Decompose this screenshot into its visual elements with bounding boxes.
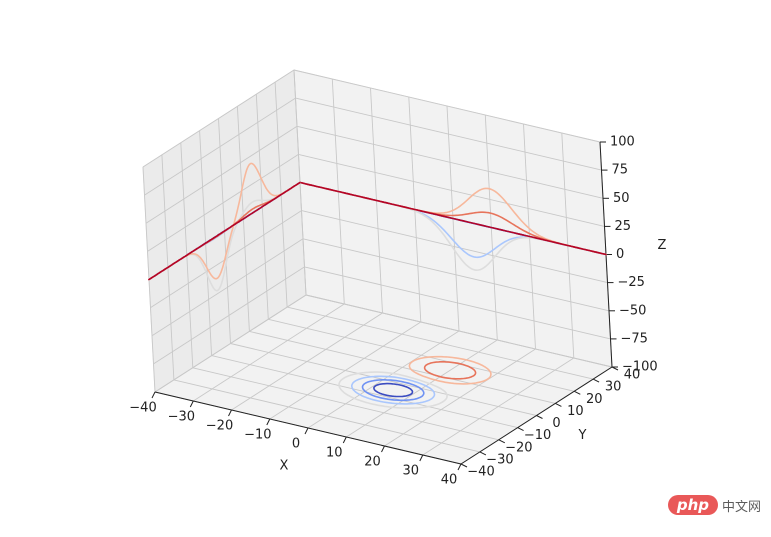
y-tick-label: −10 [524,428,551,443]
x-wall-projections [148,162,301,292]
back-wall-projection [299,181,607,256]
gridline [298,153,605,227]
x-tick-mark [342,436,347,444]
axis-labels: X Y Z [280,238,667,474]
gridline [173,379,481,453]
gridline [150,210,302,308]
x-tick-mark [266,418,271,426]
gridline [142,69,295,168]
left-wall-projection [148,181,301,281]
z-tick-label: 75 [612,163,629,178]
gridline [153,266,305,365]
tick-labels: −40−30−20−10010203040−40−30−20−100102030… [129,135,657,488]
y-axis-label: Y [578,428,587,443]
z-tick-label: 50 [613,191,630,206]
gridline [302,238,610,312]
x-tick-mark [189,400,194,408]
gridline [286,306,594,380]
z-axis-label: Z [658,238,667,253]
gridline [295,97,602,171]
x-tick-label: −40 [129,401,156,416]
watermark: php 中文网 [667,495,761,515]
y-tick-label: −30 [486,452,513,467]
y-tick-label: 40 [624,368,641,383]
y-tick-mark [536,415,543,419]
y-tick-mark [517,427,524,432]
z-tick-label: −75 [621,331,648,346]
floor-contour-level [373,382,414,398]
y-tick-mark [592,378,600,383]
x-tick-label: −30 [168,410,195,425]
y-tick-label: −40 [467,465,494,480]
x-tick-label: 20 [364,455,381,470]
z-tick-label: −50 [619,303,646,318]
gridline [192,367,499,441]
floor-contour-level [351,375,436,405]
y-tick-mark [460,463,468,468]
y-wall-projections [299,181,607,272]
x-tick-mark [381,445,385,453]
floor-contour-level [423,361,477,380]
gridline [293,69,601,143]
gridline [144,97,296,196]
gridline [154,294,307,393]
y-tick-mark [574,390,581,395]
gridline [249,330,556,404]
y-tick-mark [479,451,487,456]
x-tick-mark [457,463,462,471]
gridline [304,266,611,340]
x-tick-mark [304,427,309,435]
x-tick-label: 0 [292,437,300,452]
gridline [147,154,299,252]
gridline [305,294,613,368]
z-tick-label: 100 [610,135,635,150]
z-tick-label: 0 [616,247,624,262]
z-tick-label: 25 [615,219,632,234]
gridline [296,125,604,199]
floor-contours [338,355,492,409]
z-tick-label: −25 [618,275,645,290]
x-tick-label: 10 [326,446,343,461]
y-tick-mark [498,439,506,444]
z-tick-label: −100 [622,360,658,375]
y-tick-label: 0 [552,416,560,431]
y-tick-label: 10 [567,404,584,419]
floor-contour-level [338,371,448,409]
y-tick-mark [555,402,562,407]
gridline [301,210,608,284]
gridline [151,238,304,337]
x-tick-label: −20 [206,419,233,434]
x-tick-mark [228,409,232,417]
gridline [145,125,298,224]
gridline [268,318,575,392]
y-tick-label: −20 [505,440,532,455]
x-tick-mark [419,454,424,462]
x-tick-label: 40 [441,473,458,488]
y-tick-label: 20 [586,392,603,407]
floor-contour-level [408,355,492,385]
x-tick-mark [151,391,156,399]
watermark-logo: php [667,495,718,515]
x-axis-label: X [280,459,289,474]
y-tick-label: 30 [605,380,622,395]
x-tick-label: −10 [244,428,271,443]
x-tick-label: 30 [403,464,420,479]
watermark-text: 中文网 [721,499,761,515]
floor-contour-level [361,379,425,402]
